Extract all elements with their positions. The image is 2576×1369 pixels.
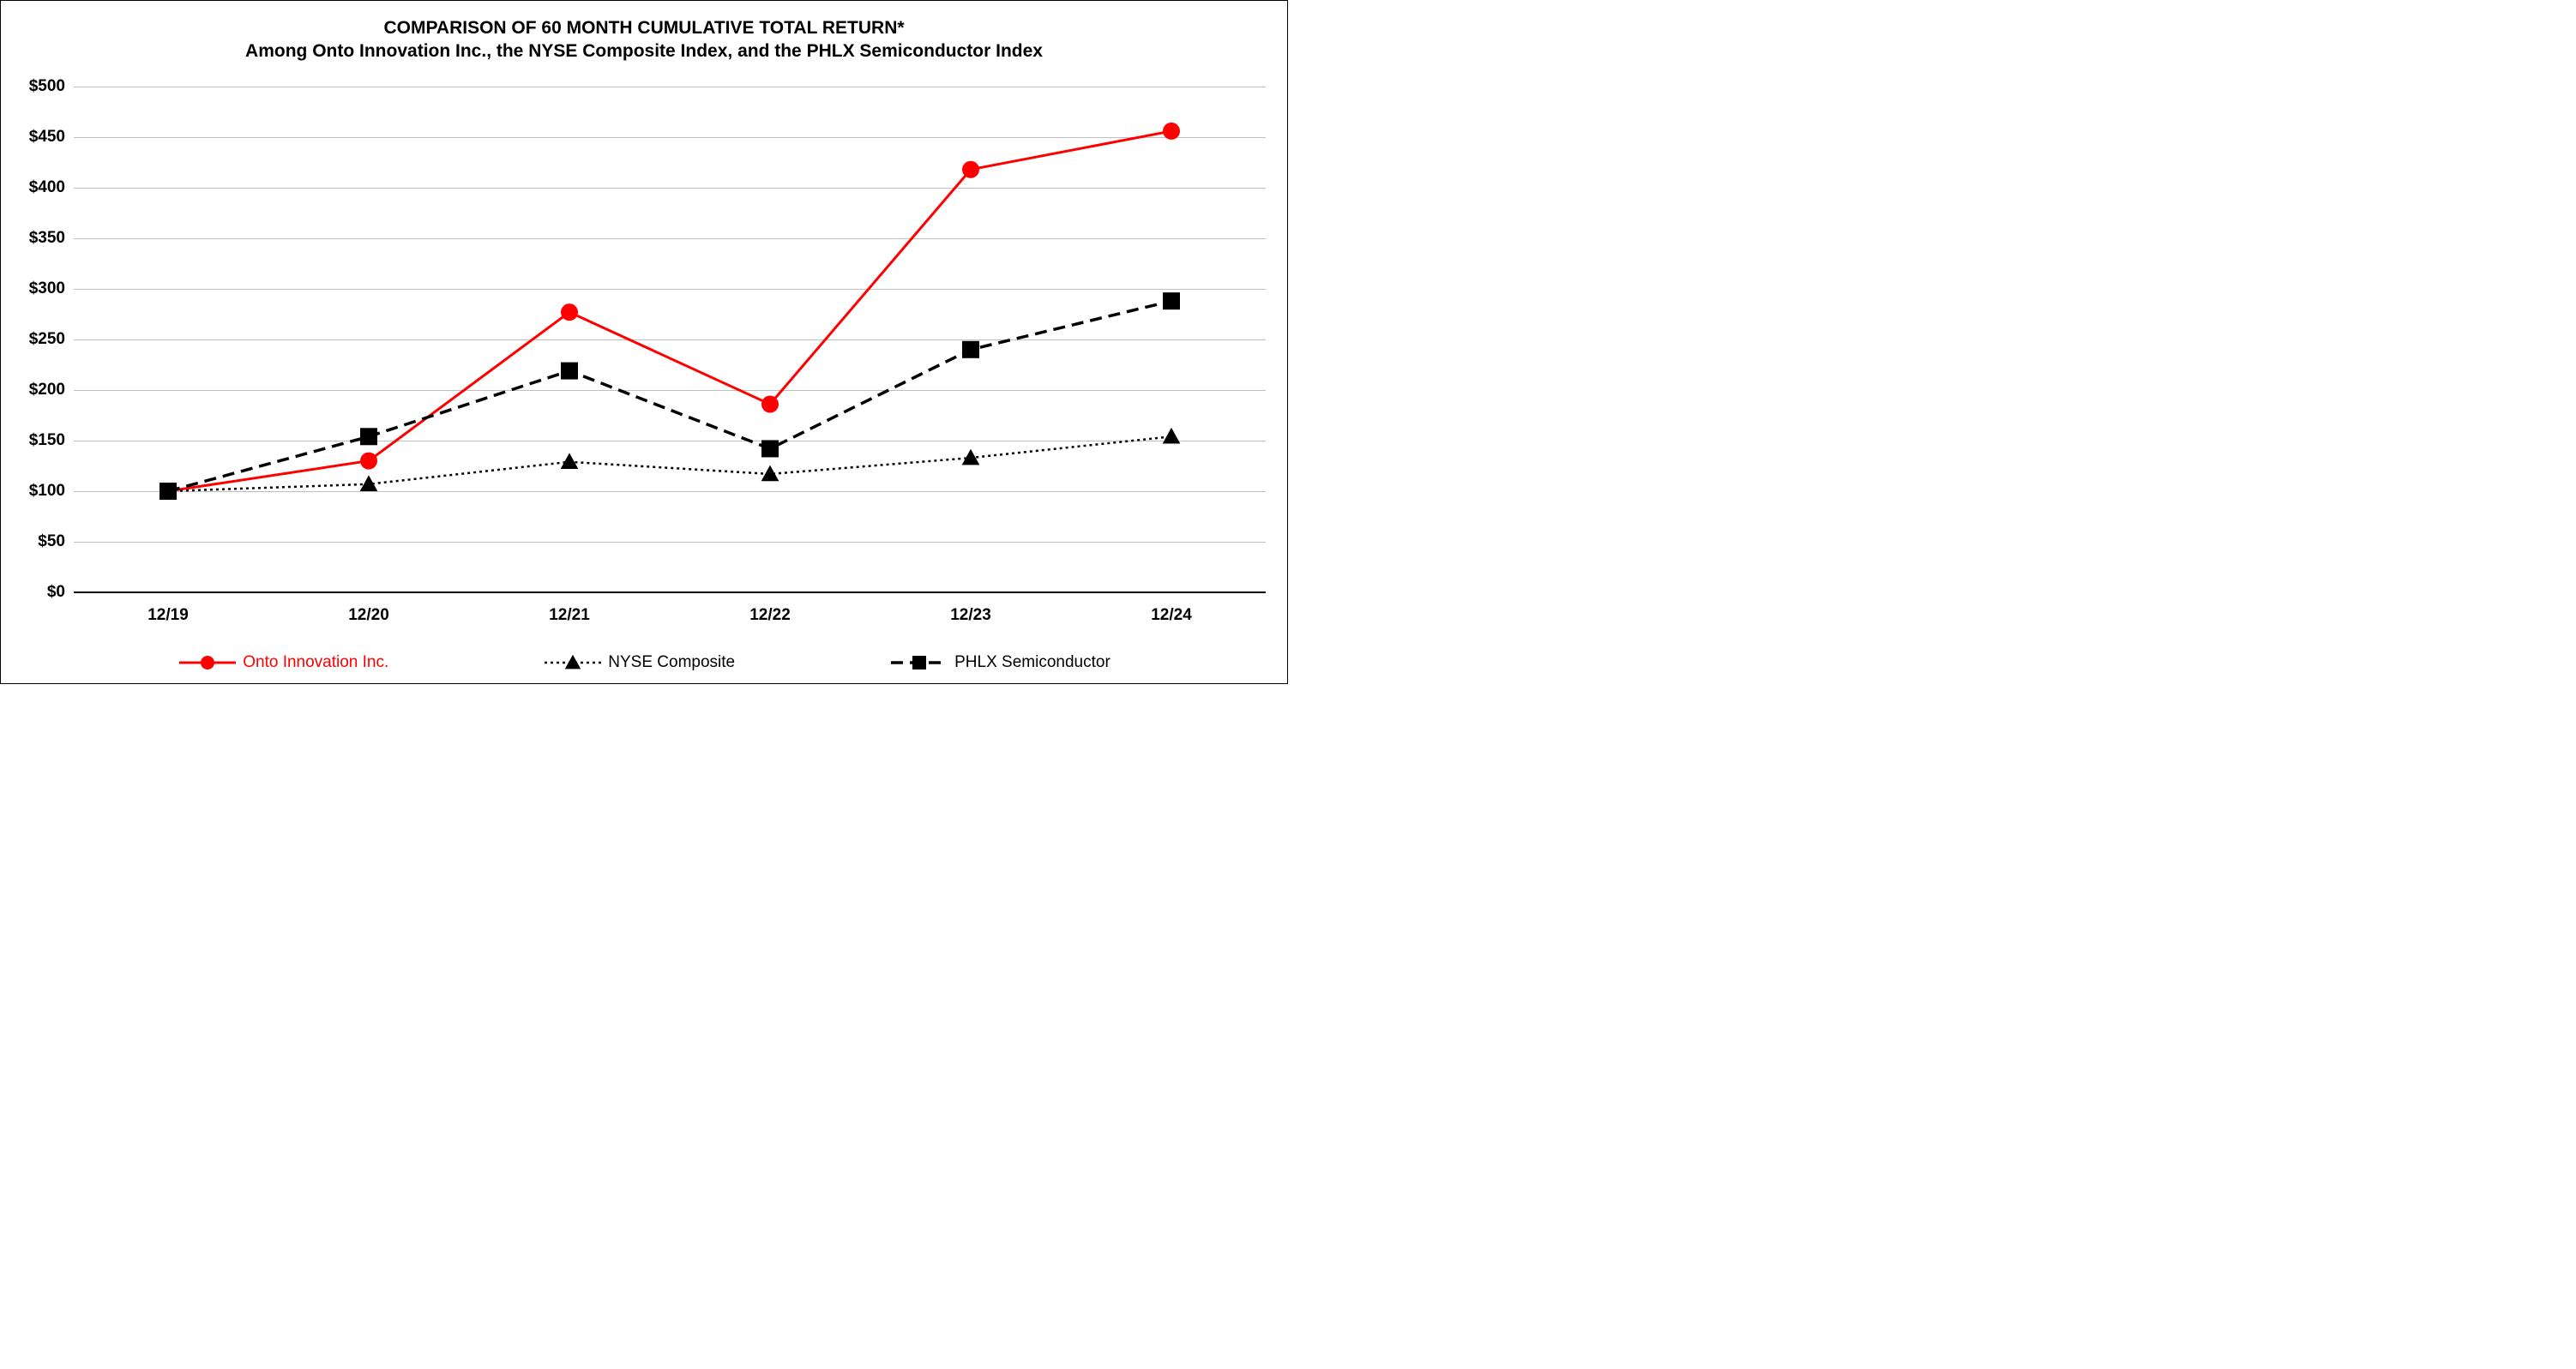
legend-swatch bbox=[543, 652, 603, 673]
series-marker bbox=[761, 465, 779, 482]
chart-container: COMPARISON OF 60 MONTH CUMULATIVE TOTAL … bbox=[0, 0, 1288, 684]
series-marker bbox=[962, 341, 979, 358]
legend-swatch bbox=[178, 652, 238, 673]
series-marker bbox=[561, 303, 578, 321]
x-tick-label: 12/19 bbox=[147, 606, 189, 625]
legend-item: NYSE Composite bbox=[543, 652, 735, 673]
x-tick-label: 12/23 bbox=[950, 606, 991, 625]
series-marker bbox=[360, 428, 377, 445]
x-tick-label: 12/22 bbox=[749, 606, 791, 625]
legend-label: Onto Innovation Inc. bbox=[243, 653, 388, 672]
series-marker bbox=[561, 363, 578, 380]
series-marker bbox=[159, 483, 177, 500]
legend-swatch bbox=[889, 652, 949, 673]
chart-legend: Onto Innovation Inc. NYSE Composite PHLX S… bbox=[1, 652, 1287, 673]
series-line bbox=[168, 436, 1171, 491]
x-tick-label: 12/24 bbox=[1151, 606, 1192, 625]
legend-item: Onto Innovation Inc. bbox=[178, 652, 388, 673]
x-tick-label: 12/21 bbox=[549, 606, 590, 625]
series-marker bbox=[761, 440, 779, 457]
series-marker bbox=[962, 161, 979, 178]
series-marker bbox=[360, 453, 377, 470]
series-marker bbox=[561, 453, 579, 469]
legend-label: NYSE Composite bbox=[608, 653, 735, 672]
series-marker bbox=[1163, 292, 1180, 309]
x-tick-label: 12/20 bbox=[348, 606, 389, 625]
series-marker bbox=[761, 396, 779, 413]
series-marker bbox=[1163, 428, 1181, 444]
plot-area bbox=[1, 1, 1283, 609]
series-line bbox=[168, 131, 1171, 491]
series-marker bbox=[360, 475, 378, 491]
legend-label: PHLX Semiconductor bbox=[954, 653, 1110, 672]
series-marker bbox=[1163, 123, 1180, 140]
legend-item: PHLX Semiconductor bbox=[889, 652, 1110, 673]
series-line bbox=[168, 301, 1171, 491]
